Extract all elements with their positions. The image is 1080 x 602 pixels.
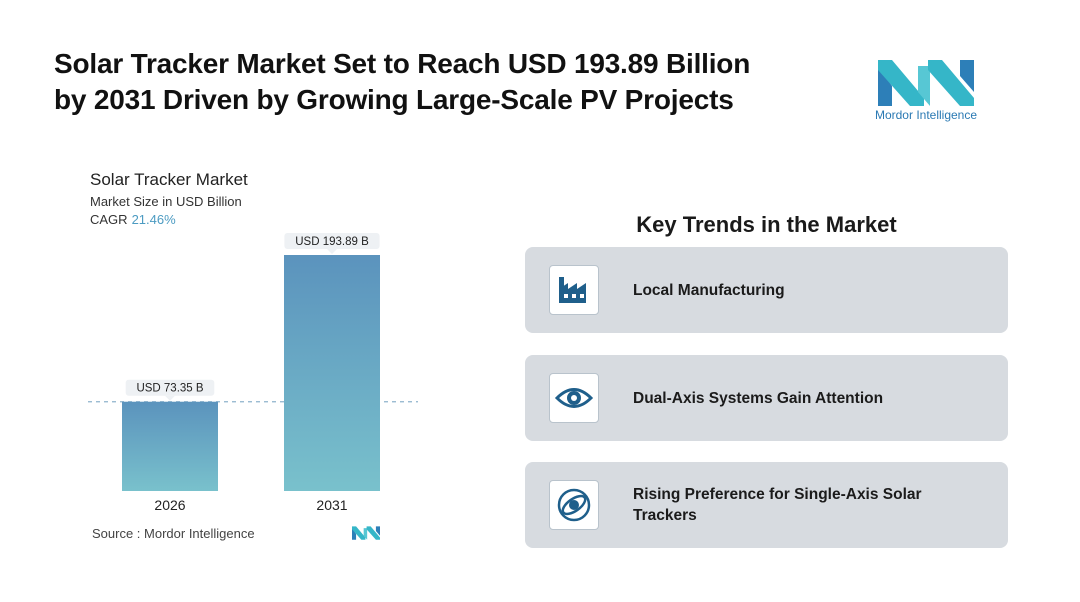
bar-2026	[122, 401, 218, 491]
eye-icon	[549, 373, 599, 423]
brand-logo: Mordor Intelligence	[866, 56, 986, 126]
cagr-label: CAGR	[90, 212, 128, 227]
trend-label: Dual-Axis Systems Gain Attention	[633, 389, 884, 407]
trend-label: Rising Preference for Single-Axis Solar …	[633, 486, 922, 524]
brand-name: Mordor Intelligence	[874, 108, 978, 122]
bar-2031	[284, 255, 380, 491]
trend-card-single-axis: Rising Preference for Single-Axis Solar …	[525, 462, 1008, 548]
value-label-pointer	[327, 249, 337, 254]
page-title: Solar Tracker Market Set to Reach USD 19…	[54, 46, 834, 118]
title-line-1: Solar Tracker Market Set to Reach USD 19…	[54, 48, 751, 79]
x-tick-label: 2026	[154, 497, 185, 513]
trend-card-dual-axis: Dual-Axis Systems Gain Attention	[525, 355, 1008, 441]
chart-title: Solar Tracker Market	[90, 170, 248, 189]
trends-title: Key Trends in the Market	[636, 212, 897, 237]
factory-icon	[549, 265, 599, 315]
value-label-box	[284, 233, 380, 249]
trend-label: Local Manufacturing	[633, 281, 785, 299]
value-label-box	[125, 379, 215, 396]
value-label: USD 73.35 B	[136, 383, 203, 395]
cagr-line: CAGR 21.46%	[90, 212, 176, 227]
mordor-logo-icon	[878, 60, 974, 106]
trend-card-local-manufacturing: Local Manufacturing	[525, 247, 1008, 333]
chart-subtitle: Market Size in USD Billion	[90, 194, 242, 209]
source-note: Source : Mordor Intelligence	[92, 526, 255, 541]
bar-chart: USD 73.35 B 2026 USD 193.89 B 2031	[88, 233, 418, 513]
value-label-pointer	[165, 395, 175, 401]
orbit-icon	[549, 480, 599, 530]
x-tick-label: 2031	[316, 497, 347, 513]
cagr-value: 21.46%	[131, 212, 176, 227]
value-label: USD 193.89 B	[295, 236, 369, 248]
mordor-small-logo-icon	[352, 526, 380, 540]
title-line-2: by 2031 Driven by Growing Large-Scale PV…	[54, 84, 734, 115]
